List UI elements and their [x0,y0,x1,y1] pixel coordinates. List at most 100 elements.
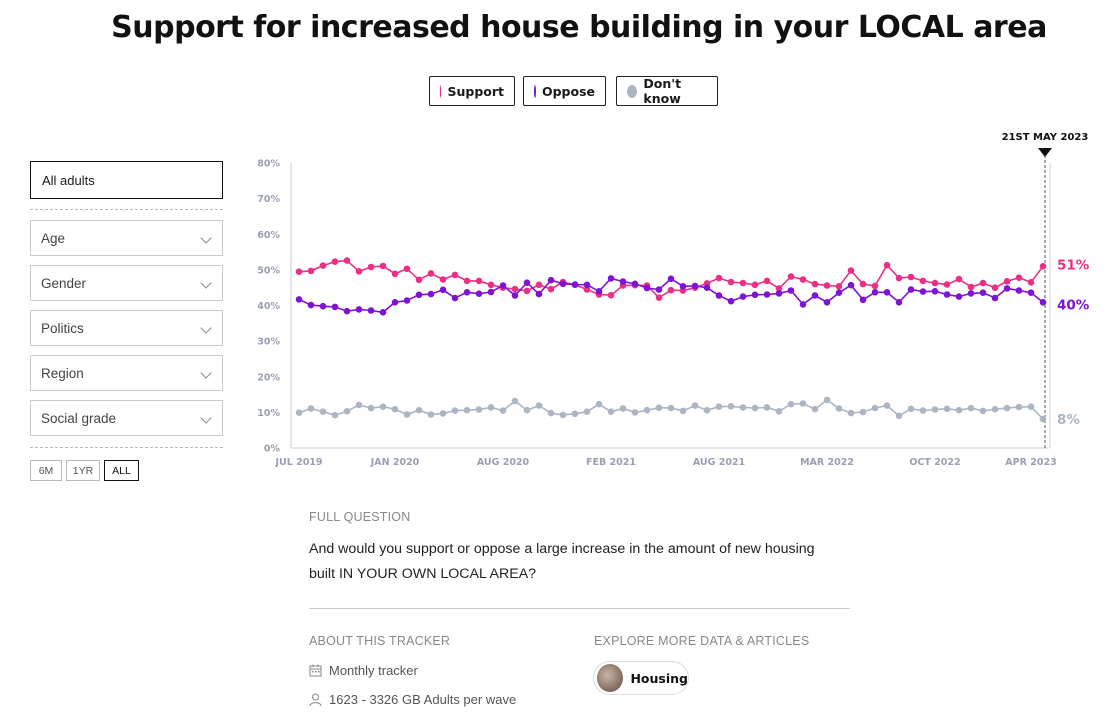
data-point [595,400,603,408]
data-point [907,286,915,293]
data-point [319,262,327,269]
range-6m-button[interactable]: 6M [30,460,62,481]
data-point [415,276,423,284]
data-point [343,307,351,315]
legend-support-toggle[interactable]: Support [429,76,515,106]
data-point [799,301,807,308]
gender-dropdown[interactable]: Gender [30,265,223,301]
data-point [643,406,651,414]
data-point [583,286,591,293]
data-point [895,412,903,420]
data-point [415,406,423,414]
legend-dont-know-toggle[interactable]: Don't know [616,76,718,106]
data-point [547,276,555,284]
data-point [403,411,411,418]
data-point [355,306,363,313]
audience-selector[interactable]: All adults [30,161,223,199]
data-point [895,274,903,282]
data-point [607,408,615,416]
politics-dropdown[interactable]: Politics [30,310,223,346]
data-point [571,410,579,418]
data-point [739,293,747,300]
data-point [895,299,903,306]
data-point [379,262,387,270]
x-tick-label: AUG 2021 [693,457,745,468]
x-tick-label: APR 2023 [1005,457,1056,468]
frequency-text: Monthly tracker [329,663,418,678]
y-tick-label: 10% [257,408,280,419]
y-tick-label: 30% [257,337,280,348]
data-point [1015,403,1023,411]
data-point [775,290,783,297]
data-point [427,290,435,298]
data-point [943,281,951,288]
data-point [379,403,387,411]
topic-label: Housing [630,670,688,686]
y-tick-label: 20% [257,372,280,383]
x-tick-label: MAR 2022 [800,457,854,468]
data-point [919,407,927,414]
y-tick-label: 50% [257,265,280,276]
oppose-dot-icon [534,84,536,98]
legend-oppose-toggle[interactable]: Oppose [523,76,606,106]
data-point [727,403,735,410]
data-point [343,257,351,264]
data-point [1015,274,1023,282]
x-tick-label: OCT 2022 [909,457,960,468]
data-point [859,296,867,304]
data-point [559,411,567,419]
housing-topic-link[interactable]: Housing [593,661,689,695]
region-dropdown[interactable]: Region [30,355,223,391]
data-point [655,294,663,302]
data-point [979,407,987,415]
data-point [367,307,375,314]
divider [309,608,850,609]
data-point [391,299,399,306]
data-point [679,283,687,290]
data-point [823,396,831,404]
data-point [967,290,975,297]
dropdown-label: Social grade [41,411,117,426]
data-point [547,409,555,417]
data-point [955,293,963,300]
data-point [931,279,939,287]
data-point [439,410,447,417]
support-dot-icon [440,84,442,98]
explore-label: EXPLORE MORE DATA & ARTICLES [594,634,810,648]
data-point [835,289,843,297]
data-point [1015,287,1023,294]
data-point [931,288,939,295]
dropdown-label: Region [41,366,84,381]
data-point [463,406,471,414]
data-point [751,404,759,412]
y-tick-label: 60% [257,230,280,241]
data-point [787,273,795,280]
data-point [295,296,303,303]
series-line [298,277,1044,314]
data-point [367,404,375,412]
data-point [1003,278,1011,285]
data-point [427,270,435,277]
calendar-icon [309,664,322,677]
data-point [535,290,543,298]
data-point [535,281,543,289]
data-point [823,282,831,289]
data-point [343,408,351,415]
range-1yr-button[interactable]: 1YR [66,460,100,481]
data-point [559,280,567,288]
housing-thumbnail [597,664,624,692]
data-point [715,403,723,411]
range-all-button[interactable]: ALL [104,460,139,481]
data-point [655,404,663,412]
social-grade-dropdown[interactable]: Social grade [30,400,223,436]
data-point [751,291,759,299]
dont-know-dot-icon [627,84,638,98]
data-point [811,292,819,299]
x-tick-label: FEB 2021 [586,457,636,468]
data-point [1039,263,1047,270]
data-point [475,290,483,298]
data-point [367,263,375,271]
data-point [355,268,363,275]
age-dropdown[interactable]: Age [30,220,223,256]
data-point [439,286,447,294]
